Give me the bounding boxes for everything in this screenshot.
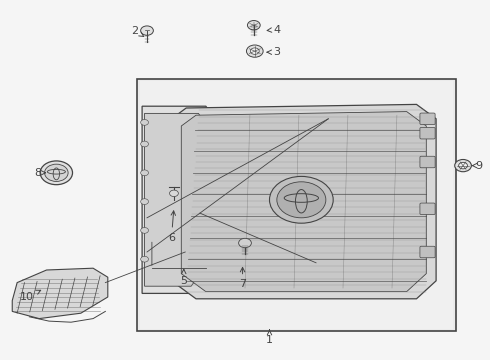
Circle shape xyxy=(459,162,467,169)
Circle shape xyxy=(455,159,471,172)
Text: 2: 2 xyxy=(131,26,144,37)
FancyBboxPatch shape xyxy=(420,156,435,168)
Polygon shape xyxy=(142,106,216,293)
Circle shape xyxy=(141,26,153,35)
Polygon shape xyxy=(145,113,206,286)
Text: 8: 8 xyxy=(35,168,46,178)
Circle shape xyxy=(246,45,263,57)
Circle shape xyxy=(277,182,326,218)
Circle shape xyxy=(141,120,148,125)
FancyBboxPatch shape xyxy=(420,203,435,215)
Text: 6: 6 xyxy=(168,211,175,243)
Circle shape xyxy=(45,164,68,181)
Circle shape xyxy=(141,199,148,204)
Text: 5: 5 xyxy=(180,269,187,286)
Circle shape xyxy=(141,141,148,147)
FancyBboxPatch shape xyxy=(420,127,435,139)
Circle shape xyxy=(141,256,148,262)
Circle shape xyxy=(141,228,148,233)
Circle shape xyxy=(270,176,333,223)
Text: 1: 1 xyxy=(266,330,273,345)
Circle shape xyxy=(141,170,148,176)
Circle shape xyxy=(250,48,259,54)
Circle shape xyxy=(247,21,260,30)
FancyBboxPatch shape xyxy=(420,113,435,125)
Polygon shape xyxy=(181,112,426,292)
Text: 7: 7 xyxy=(239,267,246,289)
Bar xyxy=(140,81,453,329)
Circle shape xyxy=(170,190,178,197)
FancyBboxPatch shape xyxy=(420,246,435,258)
Text: 3: 3 xyxy=(267,47,280,57)
Circle shape xyxy=(40,161,73,185)
Text: 4: 4 xyxy=(267,24,280,35)
Text: 9: 9 xyxy=(472,161,483,171)
Text: 10: 10 xyxy=(20,290,41,302)
Circle shape xyxy=(239,238,251,248)
Polygon shape xyxy=(12,268,108,319)
Bar xyxy=(137,79,456,331)
Polygon shape xyxy=(172,104,436,299)
